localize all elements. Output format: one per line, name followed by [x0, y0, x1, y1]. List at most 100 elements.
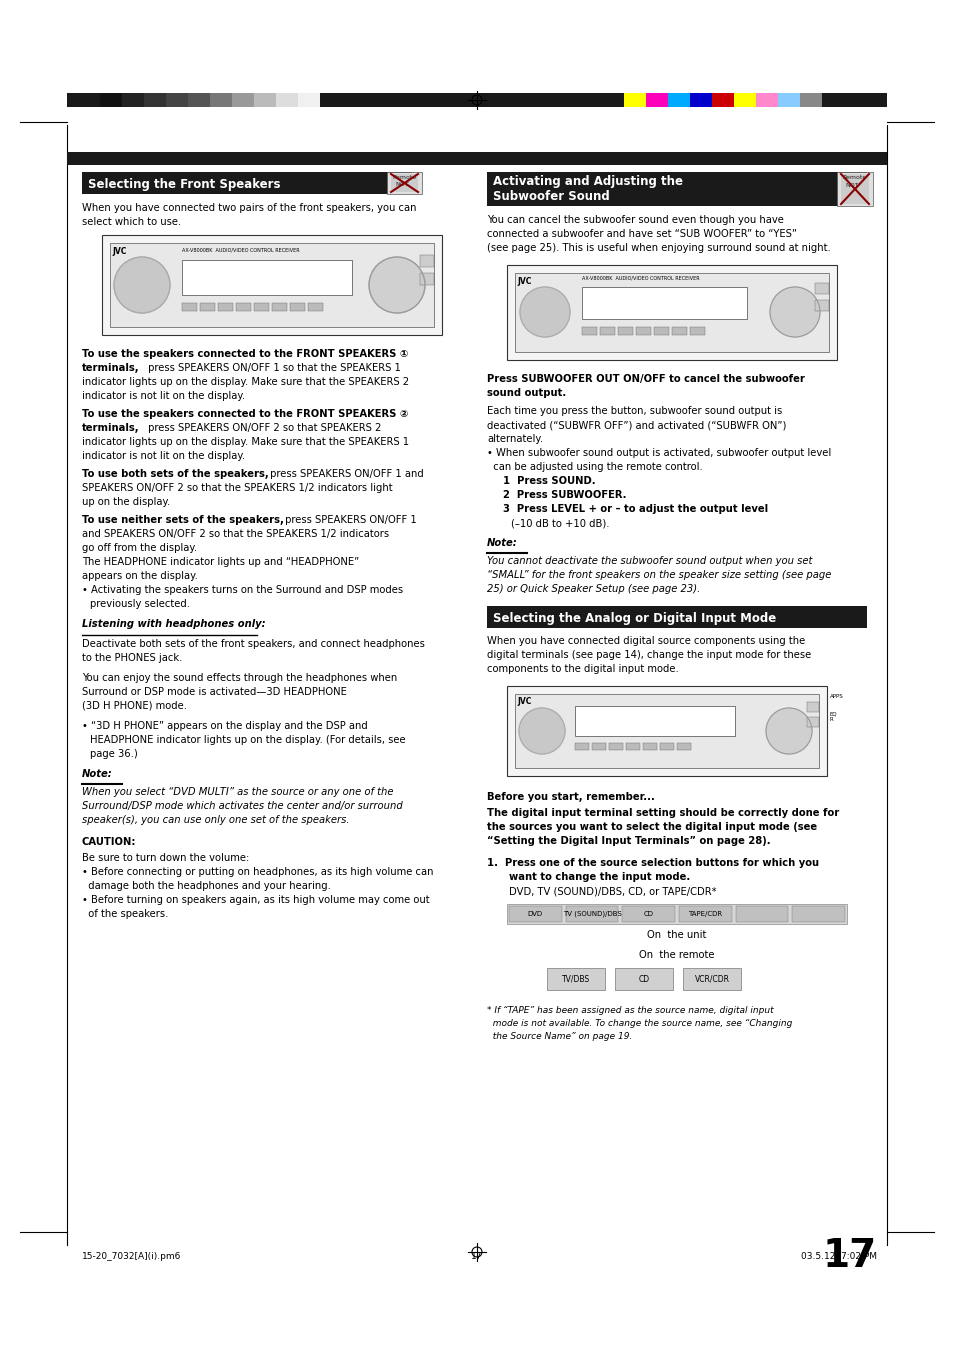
Text: up on the display.: up on the display.: [82, 498, 170, 507]
Bar: [642, 744, 657, 750]
Bar: [297, 93, 319, 107]
Text: (3D H PHONE) mode.: (3D H PHONE) mode.: [82, 700, 187, 711]
Circle shape: [519, 287, 569, 337]
Text: Note:: Note:: [82, 769, 112, 779]
Text: 1  Press SOUND.: 1 Press SOUND.: [502, 476, 595, 485]
Text: 15-20_7032[A](i).pm6: 15-20_7032[A](i).pm6: [82, 1252, 181, 1261]
Bar: [615, 968, 672, 990]
Text: 17: 17: [821, 1237, 876, 1275]
Text: and SPEAKERS ON/OFF 2 so that the SPEAKERS 1/2 indicators: and SPEAKERS ON/OFF 2 so that the SPEAKE…: [82, 529, 389, 539]
Bar: [800, 93, 821, 107]
Bar: [218, 303, 233, 311]
Text: digital terminals (see page 14), change the input mode for these: digital terminals (see page 14), change …: [486, 650, 810, 660]
Bar: [506, 265, 836, 360]
Bar: [659, 744, 673, 750]
Circle shape: [518, 708, 564, 754]
Text: press SPEAKERS ON/OFF 1 so that the SPEAKERS 1: press SPEAKERS ON/OFF 1 so that the SPEA…: [145, 362, 400, 373]
Bar: [755, 93, 778, 107]
Bar: [272, 303, 287, 311]
Bar: [253, 303, 269, 311]
Bar: [506, 904, 846, 923]
Text: press SPEAKERS ON/OFF 1: press SPEAKERS ON/OFF 1: [282, 515, 416, 525]
Bar: [645, 93, 667, 107]
Bar: [636, 327, 650, 335]
Bar: [546, 968, 604, 990]
Text: * If “TAPE” has been assigned as the source name, digital input: * If “TAPE” has been assigned as the sou…: [486, 1006, 773, 1015]
Bar: [188, 93, 210, 107]
Bar: [253, 93, 275, 107]
Text: DVD, TV (SOUND)/DBS, CD, or TAPE/CDR*: DVD, TV (SOUND)/DBS, CD, or TAPE/CDR*: [509, 886, 716, 896]
Bar: [419, 256, 434, 266]
Bar: [806, 717, 818, 727]
Text: AX-V8000BK  AUDIO/VIDEO CONTROL RECEIVER: AX-V8000BK AUDIO/VIDEO CONTROL RECEIVER: [182, 247, 299, 251]
Bar: [67, 151, 886, 165]
Bar: [515, 273, 828, 352]
Bar: [575, 744, 588, 750]
Bar: [806, 702, 818, 713]
Text: 1.  Press one of the source selection buttons for which you: 1. Press one of the source selection but…: [486, 859, 819, 868]
Text: • Before turning on speakers again, as its high volume may come out: • Before turning on speakers again, as i…: [82, 895, 429, 904]
Text: indicator lights up on the display. Make sure that the SPEAKERS 2: indicator lights up on the display. Make…: [82, 377, 409, 387]
Text: the Source Name” on page 19.: the Source Name” on page 19.: [486, 1032, 632, 1041]
Bar: [592, 744, 605, 750]
Text: JVC: JVC: [517, 277, 531, 287]
Text: indicator lights up on the display. Make sure that the SPEAKERS 1: indicator lights up on the display. Make…: [82, 437, 409, 448]
Text: The HEADPHONE indicator lights up and “HEADPHONE”: The HEADPHONE indicator lights up and “H…: [82, 557, 359, 566]
Bar: [679, 906, 731, 922]
Bar: [671, 327, 686, 335]
Bar: [387, 172, 421, 193]
Text: To use the speakers connected to the FRONT SPEAKERS ①: To use the speakers connected to the FRO…: [82, 349, 408, 360]
Bar: [618, 327, 633, 335]
Bar: [67, 93, 886, 107]
Text: • Before connecting or putting on headphones, as its high volume can: • Before connecting or putting on headph…: [82, 867, 433, 877]
Text: 3  Press LEVEL + or – to adjust the output level: 3 Press LEVEL + or – to adjust the outpu…: [502, 504, 767, 514]
Text: To use neither sets of the speakers,: To use neither sets of the speakers,: [82, 515, 284, 525]
Text: To use the speakers connected to the FRONT SPEAKERS ②: To use the speakers connected to the FRO…: [82, 410, 408, 419]
Text: connected a subwoofer and have set “SUB WOOFER” to “YES”: connected a subwoofer and have set “SUB …: [486, 228, 796, 239]
Text: page 36.): page 36.): [90, 749, 137, 758]
Text: indicator is not lit on the display.: indicator is not lit on the display.: [82, 452, 245, 461]
Bar: [667, 93, 689, 107]
Text: Remote: Remote: [392, 174, 416, 180]
Text: NOT: NOT: [844, 183, 858, 188]
Bar: [486, 172, 866, 206]
Bar: [419, 273, 434, 285]
Bar: [308, 303, 323, 311]
Bar: [654, 327, 668, 335]
Text: 03.5.12, 7:02 PM: 03.5.12, 7:02 PM: [801, 1252, 876, 1261]
Text: TV/DBS: TV/DBS: [561, 975, 590, 983]
Bar: [110, 243, 434, 327]
Text: Remote: Remote: [841, 174, 865, 180]
Bar: [235, 303, 251, 311]
Bar: [166, 93, 188, 107]
Text: (–10 dB to +10 dB).: (–10 dB to +10 dB).: [511, 518, 609, 529]
Bar: [682, 968, 740, 990]
Text: 2  Press SUBWOOFER.: 2 Press SUBWOOFER.: [502, 489, 626, 500]
Text: Be sure to turn down the volume:: Be sure to turn down the volume:: [82, 853, 249, 863]
Bar: [182, 260, 352, 295]
Text: appears on the display.: appears on the display.: [82, 571, 197, 581]
Text: JVC: JVC: [517, 698, 531, 706]
Text: 17: 17: [471, 1252, 482, 1261]
Text: press SPEAKERS ON/OFF 2 so that SPEAKERS 2: press SPEAKERS ON/OFF 2 so that SPEAKERS…: [145, 423, 381, 433]
Text: terminals,: terminals,: [82, 362, 139, 373]
Bar: [232, 93, 253, 107]
Text: terminals,: terminals,: [82, 423, 139, 433]
Text: can be adjusted using the remote control.: can be adjusted using the remote control…: [486, 462, 702, 472]
Circle shape: [369, 257, 424, 314]
Text: alternately.: alternately.: [486, 434, 542, 443]
Text: TAPE/CDR: TAPE/CDR: [687, 911, 721, 917]
Text: sound output.: sound output.: [486, 388, 566, 397]
Bar: [711, 93, 733, 107]
Text: select which to use.: select which to use.: [82, 218, 181, 227]
Text: You cannot deactivate the subwoofer sound output when you set: You cannot deactivate the subwoofer soun…: [486, 556, 812, 566]
Bar: [144, 93, 166, 107]
Bar: [599, 327, 615, 335]
Bar: [814, 300, 828, 311]
Text: to the PHONES jack.: to the PHONES jack.: [82, 653, 182, 662]
Text: CD: CD: [638, 975, 649, 983]
Text: When you have connected two pairs of the front speakers, you can: When you have connected two pairs of the…: [82, 203, 416, 214]
Text: “SMALL” for the front speakers on the speaker size setting (see page: “SMALL” for the front speakers on the sp…: [486, 571, 830, 580]
Text: of the speakers.: of the speakers.: [82, 909, 168, 919]
Bar: [290, 303, 305, 311]
